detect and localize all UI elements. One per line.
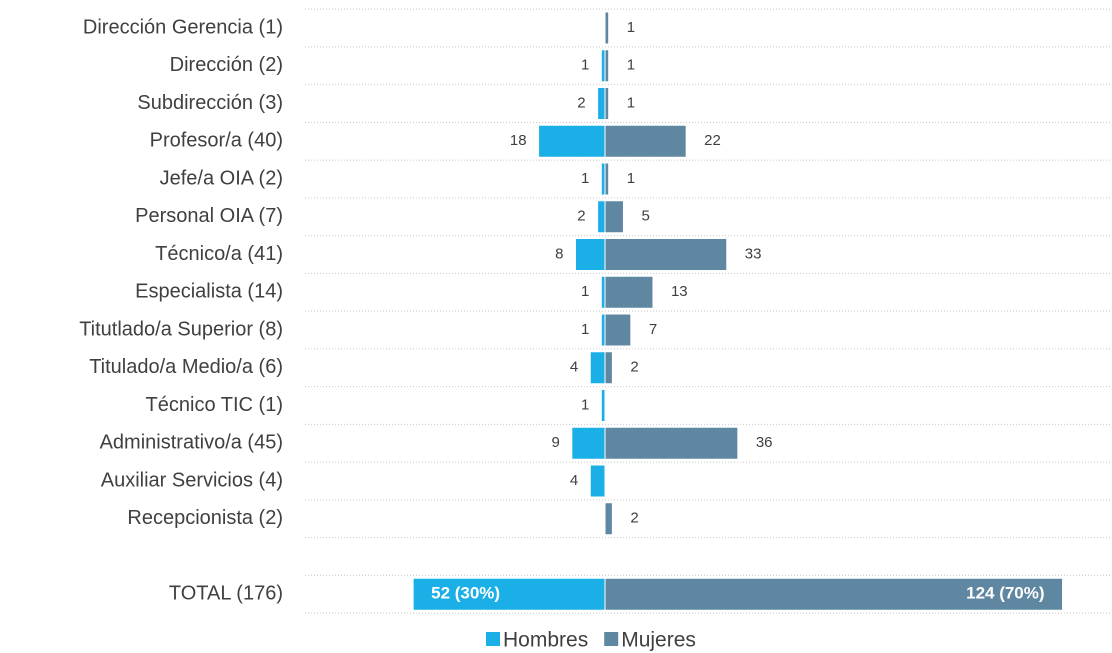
- legend-swatch: [604, 632, 619, 646]
- category-label: Jefe/a OIA (2): [160, 167, 283, 189]
- value-label: 1: [627, 94, 635, 111]
- bar: [600, 313, 606, 347]
- bar: [600, 389, 606, 422]
- bar: [600, 275, 606, 309]
- category-label: Técnico/a (41): [155, 243, 283, 265]
- total-label: 124 (70%): [966, 584, 1044, 603]
- value-label: 18: [510, 132, 527, 149]
- value-label: 9: [551, 434, 559, 451]
- bar: [604, 49, 610, 83]
- value-label: 1: [581, 170, 589, 187]
- value-label: 13: [671, 283, 688, 300]
- legend-label: Mujeres: [621, 629, 696, 652]
- value-label: 2: [577, 94, 585, 111]
- value-label: 2: [577, 208, 585, 225]
- bar: [600, 162, 606, 196]
- category-label: Dirección (2): [170, 54, 283, 76]
- category-label: Profesor/a (40): [150, 130, 283, 152]
- value-label: 2: [630, 510, 638, 527]
- bar: [597, 87, 606, 120]
- category-label: Especialista (14): [135, 281, 283, 303]
- value-label: 1: [581, 57, 589, 74]
- category-label: Auxiliar Servicios (4): [101, 469, 283, 491]
- bar: [589, 351, 606, 385]
- bar: [604, 11, 610, 45]
- value-label: 4: [570, 359, 578, 376]
- bar: [604, 502, 613, 536]
- value-label: 7: [649, 321, 657, 338]
- total-label: 52 (30%): [431, 584, 500, 603]
- legend-swatch: [486, 632, 500, 646]
- bar: [604, 162, 610, 196]
- bar: [604, 313, 632, 347]
- bar: [589, 464, 606, 498]
- bar: [604, 238, 728, 271]
- value-label: 1: [627, 57, 635, 74]
- value-label: 4: [570, 472, 578, 489]
- value-label: 33: [745, 245, 762, 262]
- category-label: Técnico TIC (1): [146, 394, 283, 416]
- bar: [538, 124, 606, 158]
- bar: [604, 87, 610, 120]
- category-label: Personal OIA (7): [135, 205, 283, 227]
- category-label: Subdirección (3): [137, 92, 283, 114]
- value-label: 8: [555, 245, 563, 262]
- value-label: 1: [627, 170, 635, 187]
- category-label: Titutlado/a Superior (8): [79, 318, 283, 340]
- bar: [604, 200, 624, 234]
- bar: [574, 238, 606, 271]
- value-label: 1: [581, 283, 589, 300]
- bar: [604, 351, 613, 385]
- bar: [597, 200, 606, 234]
- bar: [604, 426, 739, 460]
- value-label: 1: [627, 19, 635, 36]
- value-label: 1: [581, 396, 589, 413]
- bar: [600, 49, 606, 83]
- bar: [412, 577, 606, 611]
- value-label: 1: [581, 321, 589, 338]
- bar: [571, 426, 606, 460]
- category-label: Dirección Gerencia (1): [83, 16, 283, 38]
- legend-label: Hombres: [503, 629, 588, 652]
- category-label: Titulado/a Medio/a (6): [89, 356, 283, 378]
- category-label: Administrativo/a (45): [100, 432, 283, 454]
- bar: [604, 124, 687, 158]
- value-label: 36: [756, 434, 773, 451]
- value-label: 22: [704, 132, 721, 149]
- bar: [604, 275, 654, 309]
- value-label: 2: [630, 359, 638, 376]
- category-label: TOTAL (176): [169, 583, 283, 605]
- bar: [604, 577, 1064, 611]
- value-label: 5: [641, 208, 649, 225]
- category-label: Recepcionista (2): [127, 507, 283, 529]
